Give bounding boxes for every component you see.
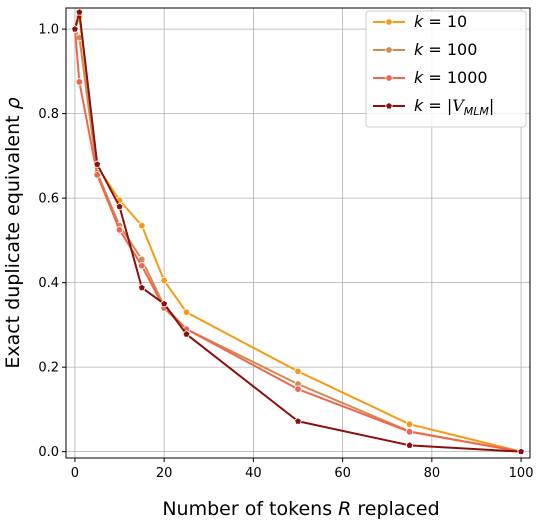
y-tick-label: 0.2	[38, 361, 59, 376]
data-point	[160, 299, 169, 308]
data-point	[93, 160, 102, 168]
data-point	[93, 171, 101, 179]
series-line	[73, 11, 522, 453]
data-point	[405, 420, 414, 428]
plot-frame	[65, 7, 531, 459]
y-tick-label: 0.4	[38, 276, 59, 291]
series-line	[73, 29, 522, 453]
legend-entry-2	[373, 74, 405, 82]
data-point	[138, 262, 146, 270]
data-point	[75, 8, 84, 16]
data-point	[115, 226, 124, 234]
data-point	[405, 428, 414, 436]
x-tick-label: 40	[245, 466, 262, 481]
x-tick-label: 60	[334, 466, 351, 481]
data-point	[294, 385, 302, 393]
legend-label-k10: k = 10	[414, 12, 467, 31]
series-2	[71, 25, 525, 456]
data-point	[75, 78, 84, 86]
series-layer	[71, 8, 525, 456]
x-axis-label: Number of tokens R replaced	[162, 498, 439, 520]
legend-swatch-marker	[385, 74, 393, 82]
legend-label-kvocab: k = |VMLM|	[414, 96, 494, 118]
y-tick-label: 1.0	[38, 23, 59, 38]
series-line	[74, 28, 522, 453]
data-point	[294, 417, 302, 425]
x-tick-label: 0	[71, 466, 79, 481]
legend-swatch-marker	[385, 101, 393, 110]
y-axis-label: Exact duplicate equivalent ρ	[2, 97, 24, 368]
data-point	[182, 308, 191, 316]
x-axis-ticks: 0 20 40 60 80 100	[71, 458, 534, 481]
data-point	[71, 25, 79, 33]
legend-box	[365, 10, 527, 128]
x-tick-label: 100	[509, 466, 534, 481]
data-point	[405, 441, 414, 449]
legend-label-k100: k = 100	[414, 40, 477, 59]
data-point	[115, 202, 124, 210]
x-tick-label: 20	[156, 466, 173, 481]
legend-swatch-marker	[385, 18, 393, 26]
legend-label-k1000: k = 1000	[414, 68, 488, 87]
legend-entry-1	[373, 46, 405, 54]
legend-entry-3	[373, 101, 405, 110]
data-point	[138, 221, 146, 230]
data-point	[137, 283, 146, 292]
data-point	[517, 447, 525, 455]
y-tick-label: 0.0	[38, 445, 59, 460]
legend-entry-0	[373, 18, 405, 26]
data-point	[160, 276, 168, 285]
y-axis-ticks: 0.0 0.2 0.4 0.6 0.8 1.0	[38, 23, 66, 460]
data-point	[294, 367, 302, 376]
series-3	[71, 8, 525, 455]
legend-swatch-marker	[385, 46, 393, 54]
legend: k = 10 k = 100 k = 1000 k = |VMLM|	[365, 10, 527, 128]
x-tick-label: 80	[424, 466, 441, 481]
y-tick-label: 0.8	[38, 107, 59, 122]
data-point	[182, 330, 191, 338]
y-tick-label: 0.6	[38, 192, 59, 207]
